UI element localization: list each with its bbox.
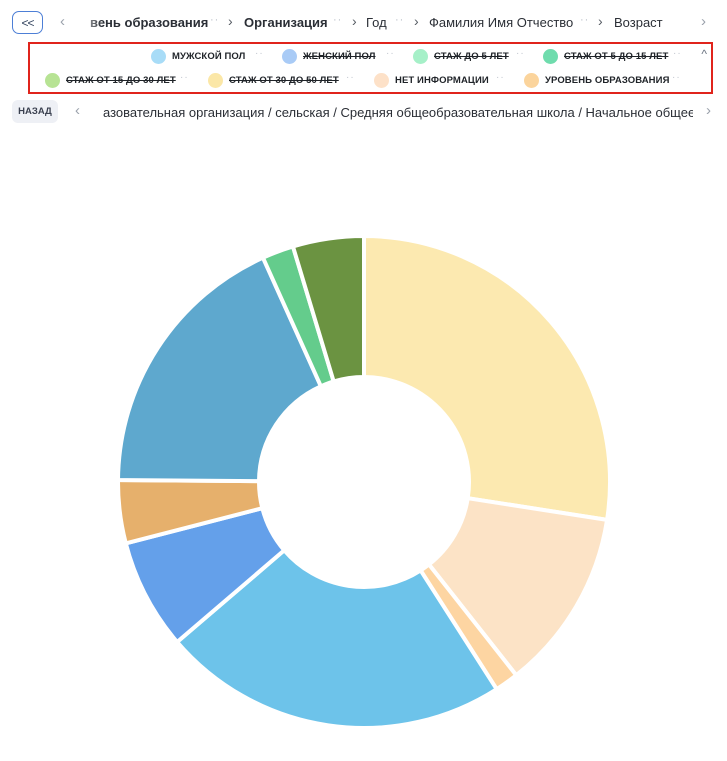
legend-item-education-level[interactable]: УРОВЕНЬ ОБРАЗОВАНИЯ xyxy=(524,72,670,88)
drag-handle-icon[interactable]: ·· xyxy=(255,48,264,59)
legend-label: УРОВЕНЬ ОБРАЗОВАНИЯ xyxy=(545,74,670,86)
nav-next-icon[interactable]: › xyxy=(701,13,706,30)
legend-color-dot xyxy=(374,72,389,88)
drag-handle-icon[interactable]: ·· xyxy=(333,14,343,26)
donut-slice-2[interactable] xyxy=(426,496,610,678)
crumb-education-level[interactable]: вень образования xyxy=(90,15,209,30)
back-button[interactable]: НАЗАД xyxy=(12,100,58,123)
donut-slice-9[interactable] xyxy=(290,234,366,384)
legend-label: НЕТ ИНФОРМАЦИИ xyxy=(395,74,489,86)
path-prev-icon[interactable]: ‹ xyxy=(75,102,80,119)
chevron-right-icon: › xyxy=(228,13,233,29)
legend-item-exp-30-50[interactable]: СТАЖ ОТ 30 ДО 50 ЛЕТ xyxy=(208,72,339,88)
legend-item-exp-15-30[interactable]: СТАЖ ОТ 15 ДО 30 ЛЕТ xyxy=(45,72,176,88)
legend-color-dot xyxy=(543,48,558,64)
chevron-right-icon: › xyxy=(598,13,603,29)
crumb-age[interactable]: Возраст xyxy=(614,15,663,30)
legend-color-dot xyxy=(282,48,297,64)
drag-handle-icon[interactable]: ·· xyxy=(496,72,505,83)
legend-label: ЖЕНСКИЙ ПОЛ xyxy=(303,50,376,62)
drag-handle-icon[interactable]: ·· xyxy=(346,72,355,83)
crumb-year[interactable]: Год xyxy=(366,15,387,30)
donut-chart xyxy=(116,234,612,730)
path-next-icon[interactable]: › xyxy=(706,102,711,119)
fade-overlay xyxy=(72,10,102,36)
legend-color-dot xyxy=(45,72,60,88)
legend-color-dot xyxy=(524,72,539,88)
drag-handle-icon[interactable]: ·· xyxy=(386,48,395,59)
drag-handle-icon[interactable]: ·· xyxy=(580,14,590,26)
legend-item-exp-5-15[interactable]: СТАЖ ОТ 5 ДО 15 ЛЕТ xyxy=(543,48,668,64)
chart-legend: МУЖСКОЙ ПОЛ ·· ЖЕНСКИЙ ПОЛ ·· СТАЖ ДО 5 … xyxy=(28,42,713,94)
donut-slice-7[interactable] xyxy=(116,255,323,484)
legend-item-no-info[interactable]: НЕТ ИНФОРМАЦИИ xyxy=(374,72,489,88)
legend-color-dot xyxy=(208,72,223,88)
breadcrumb-nav: << ‹ вень образования ·· › Организация ·… xyxy=(0,10,727,36)
chevron-up-icon[interactable]: ^ xyxy=(701,47,707,61)
collapse-button[interactable]: << xyxy=(12,11,43,34)
drag-handle-icon[interactable]: ·· xyxy=(516,48,525,59)
drag-handle-icon[interactable]: ·· xyxy=(395,14,405,26)
legend-label: МУЖСКОЙ ПОЛ xyxy=(172,50,246,62)
legend-item-exp-under-5[interactable]: СТАЖ ДО 5 ЛЕТ xyxy=(413,48,509,64)
drill-path-text: азовательная организация / сельская / Ср… xyxy=(103,105,693,120)
legend-color-dot xyxy=(413,48,428,64)
legend-color-dot xyxy=(151,48,166,64)
path-bar: НАЗАД ‹ азовательная организация / сельс… xyxy=(0,100,727,124)
donut-slice-4[interactable] xyxy=(175,548,499,730)
crumb-organization[interactable]: Организация xyxy=(244,15,328,30)
chevron-right-icon: › xyxy=(352,13,357,29)
legend-label: СТАЖ ДО 5 ЛЕТ xyxy=(434,50,509,62)
legend-label: СТАЖ ОТ 15 ДО 30 ЛЕТ xyxy=(66,74,176,86)
legend-label: СТАЖ ОТ 5 ДО 15 ЛЕТ xyxy=(564,50,669,62)
legend-item-male[interactable]: МУЖСКОЙ ПОЛ xyxy=(151,48,245,64)
chevron-right-icon: › xyxy=(414,13,419,29)
donut-slice-1[interactable] xyxy=(362,234,612,522)
chart-slices xyxy=(116,234,612,730)
legend-label: СТАЖ ОТ 30 ДО 50 ЛЕТ xyxy=(229,74,339,86)
drag-handle-icon[interactable]: ·· xyxy=(672,72,681,83)
drag-handle-icon[interactable]: ·· xyxy=(673,48,682,59)
nav-prev-icon[interactable]: ‹ xyxy=(60,13,65,30)
drag-handle-icon[interactable]: ·· xyxy=(210,14,220,26)
legend-item-female[interactable]: ЖЕНСКИЙ ПОЛ xyxy=(282,48,376,64)
crumb-full-name[interactable]: Фамилия Имя Отчество xyxy=(429,15,574,30)
drag-handle-icon[interactable]: ·· xyxy=(180,72,189,83)
